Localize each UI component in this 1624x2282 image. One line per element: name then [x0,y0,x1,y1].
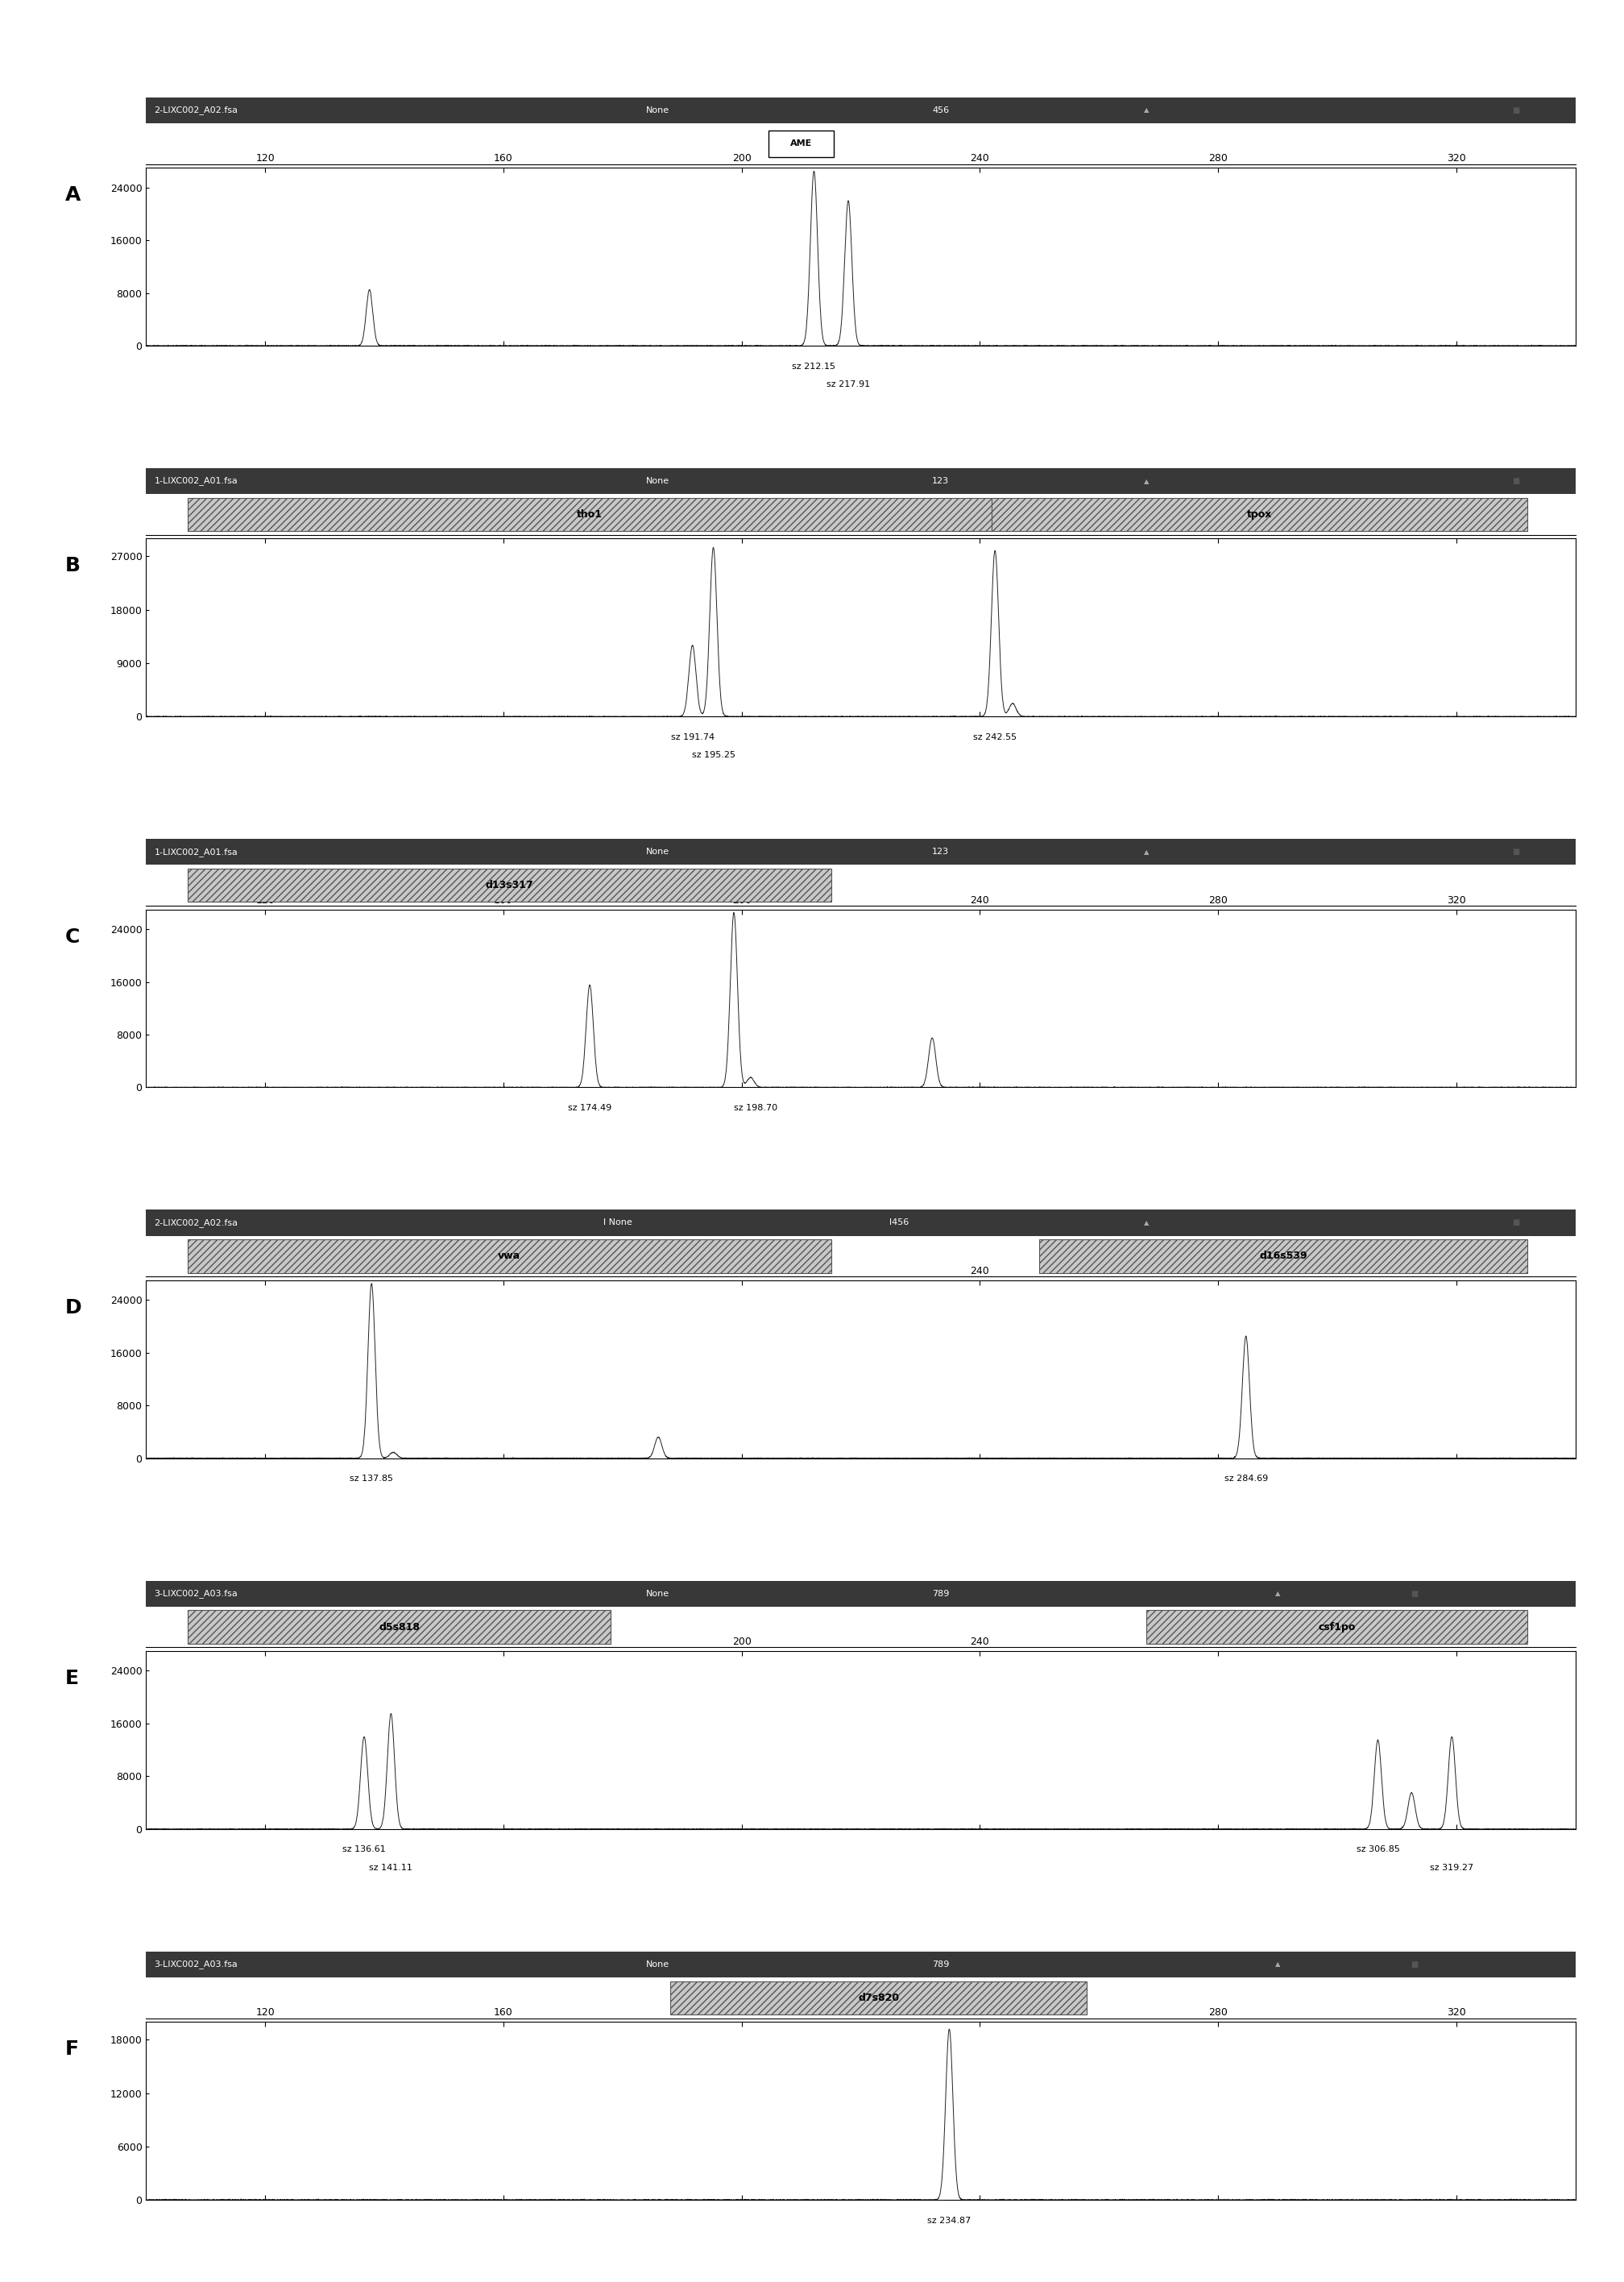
Text: 2-LIXC002_A02.fsa: 2-LIXC002_A02.fsa [154,1219,239,1228]
Text: d5s818: d5s818 [378,1623,419,1632]
Text: None: None [646,1960,669,1969]
Text: ■: ■ [1411,1960,1418,1969]
Text: None: None [646,1591,669,1597]
Text: AME: AME [791,139,812,148]
Text: ■: ■ [1512,849,1520,856]
Text: sz 212.15: sz 212.15 [793,363,836,370]
Text: sz 195.25: sz 195.25 [692,751,736,760]
Text: sz 198.70: sz 198.70 [734,1104,778,1111]
Text: E: E [65,1668,78,1689]
Text: 3-LIXC002_A03.fsa: 3-LIXC002_A03.fsa [154,1960,237,1969]
Text: ■: ■ [1512,477,1520,486]
Text: None: None [646,477,669,486]
Text: 456: 456 [932,107,948,114]
Text: sz 242.55: sz 242.55 [973,733,1017,742]
Text: l None: l None [604,1219,632,1228]
Text: 1-LIXC002_A01.fsa: 1-LIXC002_A01.fsa [154,847,237,856]
Text: ▲: ▲ [1275,1591,1280,1597]
Text: 1-LIXC002_A01.fsa: 1-LIXC002_A01.fsa [154,477,237,486]
Text: 3-LIXC002_A03.fsa: 3-LIXC002_A03.fsa [154,1588,237,1597]
Text: sz 306.85: sz 306.85 [1356,1846,1400,1853]
Text: sz 137.85: sz 137.85 [349,1474,393,1483]
Text: 789: 789 [932,1960,950,1969]
Text: sz 284.69: sz 284.69 [1224,1474,1268,1483]
Text: ▲: ▲ [1275,1960,1280,1967]
Text: None: None [646,107,669,114]
Text: ▲: ▲ [1143,1219,1150,1225]
Text: d13s317: d13s317 [486,881,533,890]
Text: sz 234.87: sz 234.87 [927,2216,971,2225]
Text: d16s539: d16s539 [1260,1251,1307,1262]
Text: sz 319.27: sz 319.27 [1431,1864,1473,1871]
Text: ■: ■ [1512,1219,1520,1228]
Text: sz 174.49: sz 174.49 [568,1104,612,1111]
Text: sz 141.11: sz 141.11 [369,1864,412,1871]
Text: tho1: tho1 [577,509,603,520]
Text: F: F [65,2040,78,2058]
Text: D: D [65,1298,81,1317]
Text: ■: ■ [1411,1591,1418,1597]
Text: 2-LIXC002_A02.fsa: 2-LIXC002_A02.fsa [154,105,239,114]
Text: 123: 123 [932,477,948,486]
Text: sz 217.91: sz 217.91 [827,381,870,388]
Text: B: B [65,557,80,575]
Text: l456: l456 [890,1219,909,1228]
Text: d7s820: d7s820 [857,1992,900,2004]
Text: tpox: tpox [1247,509,1272,520]
Text: ▲: ▲ [1143,849,1150,856]
Text: None: None [646,849,669,856]
Text: ▲: ▲ [1143,107,1150,114]
Text: sz 191.74: sz 191.74 [671,733,715,742]
Text: 123: 123 [932,849,948,856]
Text: A: A [65,185,81,205]
Text: C: C [65,926,80,947]
Text: csf1po: csf1po [1319,1623,1356,1632]
Text: 789: 789 [932,1591,950,1597]
Text: sz 136.61: sz 136.61 [343,1846,387,1853]
Text: ■: ■ [1512,107,1520,114]
Text: vwa: vwa [499,1251,521,1262]
Text: ▲: ▲ [1143,477,1150,484]
